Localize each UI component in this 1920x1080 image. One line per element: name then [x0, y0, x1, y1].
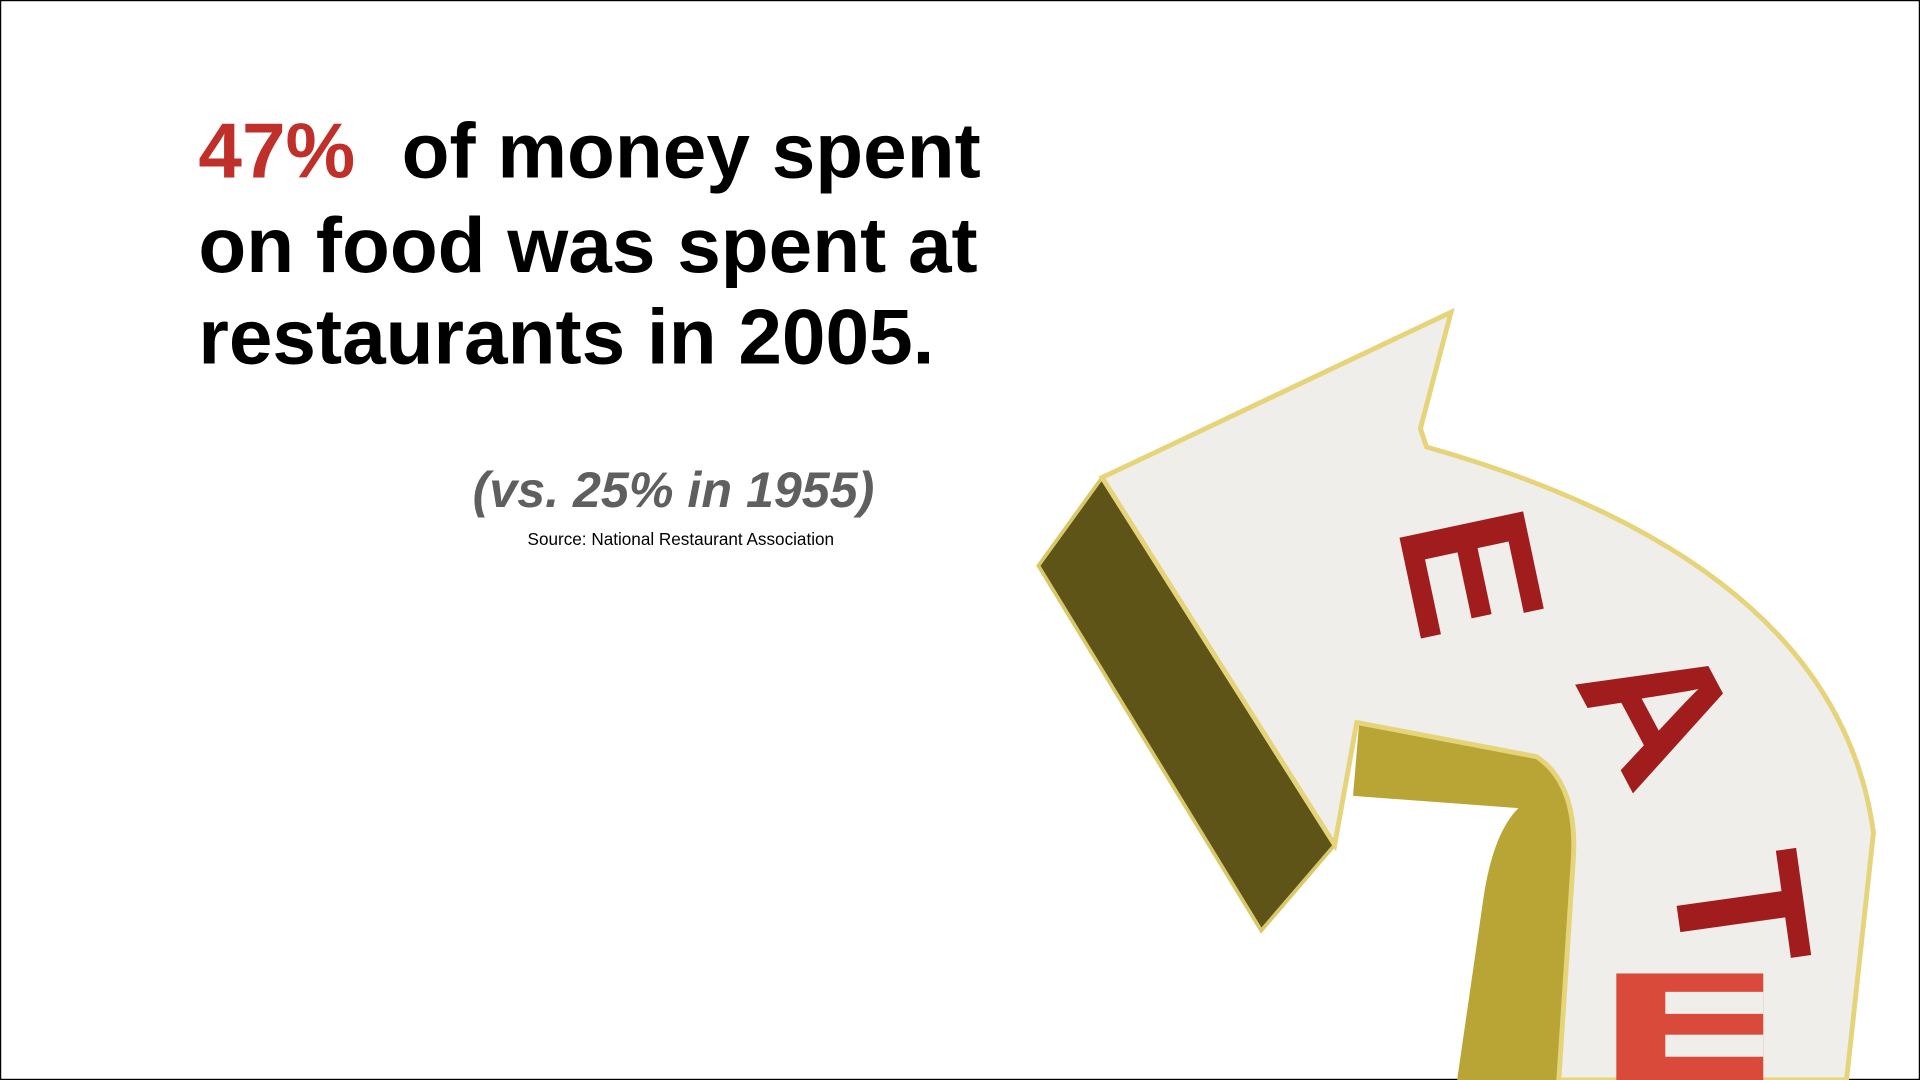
sign-gap — [1665, 991, 1764, 1014]
arrow-face — [1098, 307, 1876, 1080]
source: Source: National Restaurant Association — [528, 529, 835, 549]
headline-line: restaurants in 2005. — [198, 293, 934, 381]
eat-sign: E A T — [1036, 307, 1876, 1080]
sign-gap — [1665, 1034, 1764, 1057]
headline: 47% of money spent on food was spent at … — [198, 107, 980, 381]
sign-letter-fragment — [1616, 973, 1764, 1080]
headline-line: on food was spent at — [198, 201, 977, 289]
arrow-inner — [1353, 722, 1575, 1080]
comparison: (vs. 25% in 1955) — [473, 462, 875, 518]
headline-line: of money spent — [402, 107, 981, 195]
headline-highlight: 47% — [198, 107, 355, 195]
